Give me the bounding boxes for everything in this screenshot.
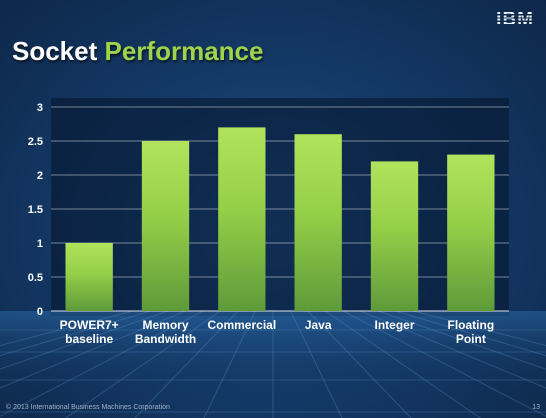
x-tick-label-line: Commercial	[207, 318, 276, 332]
floor-grid-line	[412, 310, 546, 347]
floor-grid-line	[307, 310, 412, 418]
title-word-socket: Socket	[12, 36, 98, 66]
floor-grid-line	[203, 310, 256, 418]
floor-glow	[0, 311, 546, 401]
y-tick-label: 1.5	[28, 204, 43, 216]
y-tick-label: 0	[37, 306, 43, 318]
floor-grid-line	[395, 310, 546, 357]
x-tick-label: Integer	[374, 318, 414, 332]
x-tick-label-line: Memory	[142, 318, 188, 332]
x-tick-label: POWER7+ baseline	[60, 318, 119, 346]
plot-area-background	[51, 98, 509, 316]
y-tick-label: 2	[37, 170, 43, 182]
x-tick-label-line: baseline	[65, 332, 113, 346]
x-tick-label-line: Floating	[447, 318, 494, 332]
x-tick-label-line: POWER7+	[60, 318, 119, 332]
floor-grid-line	[0, 310, 134, 347]
floor-grid-line	[325, 310, 481, 418]
floor-grid-line	[0, 310, 169, 370]
copyright-footer: © 2013 International Business Machines C…	[6, 404, 170, 411]
x-tick-label: Commercial	[207, 318, 276, 332]
bar	[294, 134, 342, 311]
x-tick-label-line: Bandwidth	[135, 332, 196, 346]
floor-grid-line	[134, 310, 239, 418]
x-tick-label: Memory Bandwidth	[135, 318, 196, 346]
y-tick-label: 0.5	[28, 272, 43, 284]
x-tick-label-line: Integer	[374, 318, 414, 332]
floor-grid-line	[0, 310, 204, 417]
x-tick-label: Floating Point	[447, 318, 494, 346]
bar	[141, 141, 190, 311]
y-tick-label: 2.5	[28, 136, 43, 148]
bar	[218, 127, 266, 312]
floor-grid-line	[65, 310, 221, 418]
y-tick-label: 3	[37, 102, 43, 114]
x-tick-label-line: Java	[305, 318, 332, 332]
floor-grid-line	[360, 310, 546, 389]
x-tick-label: Java	[305, 318, 332, 332]
bar	[447, 154, 495, 311]
floor-grid-line	[0, 310, 151, 357]
title-word-performance: Performance	[104, 36, 264, 66]
bar	[370, 161, 419, 311]
slide-title: Socket Performance	[12, 36, 263, 67]
floor-grid-line	[0, 310, 186, 389]
page-number: 13	[532, 404, 540, 411]
x-tick-label-line: Point	[456, 332, 486, 346]
bar	[65, 243, 113, 311]
floor-grid-line	[342, 310, 546, 417]
floor-grid-line	[377, 310, 546, 370]
floor-grid-line	[290, 310, 343, 418]
ibm-logo: IBM	[496, 9, 534, 30]
y-tick-label: 1	[37, 238, 43, 250]
